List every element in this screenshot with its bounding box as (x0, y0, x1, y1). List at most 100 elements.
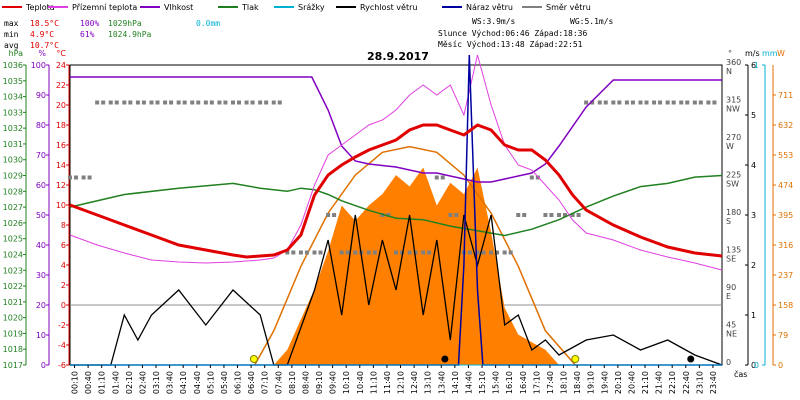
wind-direction-point (176, 100, 181, 105)
legend-label-2: Vlhkost (164, 3, 193, 12)
wind-direction-point (454, 213, 459, 217)
wind-direction-point (495, 250, 500, 255)
dir-axis-title: ° (728, 49, 732, 58)
wind-direction-point (617, 100, 622, 105)
x-tick-label-11: 05:40 (220, 371, 229, 394)
wind-direction-point (291, 250, 296, 255)
pct-tick-label-5: 50 (36, 211, 46, 220)
wind-direction-point (597, 100, 602, 105)
hpa-tick-label-11: 1025 (3, 235, 23, 244)
wind-direction-point (244, 100, 249, 105)
pct-tick-label-7: 30 (36, 271, 46, 280)
wind-direction-point (467, 250, 472, 255)
wind-direction-point (128, 100, 133, 105)
dir-tick-label-0: 360 (726, 58, 741, 67)
hpa-tick-label-10: 1026 (3, 219, 23, 228)
wind-direction-point (692, 100, 697, 105)
wind-direction-point (706, 100, 711, 105)
stat-max-press: 1029hPa (108, 19, 142, 28)
wind-direction-point (563, 213, 567, 217)
w-tick-label-9: 0 (778, 361, 783, 370)
temp-tick-label-11: 2 (61, 281, 66, 290)
wind-direction-point (298, 250, 303, 255)
x-tick-label-20: 10:10 (342, 371, 351, 394)
temp-tick-label-8: 8 (61, 221, 66, 230)
w-tick-label-3: 474 (778, 181, 793, 190)
wind-direction-point (427, 250, 432, 255)
wind-direction-point (671, 100, 676, 105)
wind-direction-point (95, 100, 100, 105)
ms-tick-label-2: 4 (751, 161, 756, 170)
dir-tick-label-6: 90 (726, 283, 736, 292)
temp-tick-label-4: 16 (56, 141, 66, 150)
x-tick-label-40: 20:10 (614, 371, 623, 394)
wind-direction-point (326, 213, 331, 217)
ms-axis-title: m/s (745, 49, 760, 58)
wind-direction-point (353, 250, 358, 255)
hpa-tick-label-17: 1019 (3, 329, 23, 338)
wind-direction-point (407, 250, 412, 255)
dir-tick-label-2: 270 (726, 133, 741, 142)
hpa-tick-label-7: 1029 (3, 172, 23, 181)
x-tick-label-41: 20:40 (627, 371, 636, 394)
stat-avg-temp: 10.7°C (30, 41, 59, 50)
x-tick-label-39: 19:40 (600, 371, 609, 394)
stat-wg: WG:5.1m/s (570, 17, 614, 26)
x-tick-label-25: 12:40 (410, 371, 419, 394)
wind-direction-point (250, 100, 255, 105)
x-tick-label-22: 11:10 (369, 371, 378, 394)
wind-direction-point (502, 250, 507, 255)
x-tick-label-7: 03:40 (166, 371, 175, 394)
wind-direction-point (114, 100, 119, 105)
dir-name-label-6: E (726, 292, 731, 301)
wind-direction-point (679, 100, 684, 105)
sunrise-marker (249, 355, 258, 363)
pct-tick-label-10: 0 (41, 361, 46, 370)
temp-tick-label-12: 0 (61, 301, 66, 310)
dir-name-label-3: SW (726, 180, 739, 189)
wind-direction-point (339, 250, 344, 255)
x-tick-label-30: 15:10 (478, 371, 487, 394)
wind-direction-point (489, 250, 494, 255)
hpa-tick-label-18: 1018 (3, 345, 23, 354)
wind-direction-point (196, 100, 201, 105)
pct-tick-label-8: 20 (36, 301, 46, 310)
x-tick-label-16: 08:10 (288, 371, 297, 394)
wind-direction-point (81, 175, 86, 180)
hpa-tick-label-12: 1024 (3, 250, 23, 259)
wind-direction-point (231, 100, 235, 105)
x-tick-label-12: 06:10 (234, 371, 243, 394)
hpa-tick-label-6: 1030 (3, 156, 23, 165)
wind-direction-point (223, 100, 228, 105)
wind-direction-point (163, 100, 168, 105)
x-tick-label-5: 02:40 (138, 371, 147, 394)
wind-direction-point (440, 175, 445, 180)
x-tick-label-0: 00:10 (71, 371, 80, 394)
wind-direction-point (685, 100, 690, 105)
stat-ws: WS:3.9m/s (472, 17, 516, 26)
stat-sun: Slunce Východ:06:46 Západ:18:36 (438, 29, 587, 38)
stat-min-temp: 4.9°C (30, 30, 54, 39)
temp-tick-label-7: 10 (56, 201, 66, 210)
pct-tick-label-2: 80 (36, 121, 46, 130)
hpa-axis-title: hPa (9, 49, 24, 58)
solar-radiation-area (70, 167, 722, 365)
x-tick-label-19: 09:40 (329, 371, 338, 394)
w-tick-label-7: 158 (778, 301, 793, 310)
legend-label-4: Srážky (298, 3, 325, 12)
x-tick-label-9: 04:40 (193, 371, 202, 394)
wind-direction-point (644, 100, 649, 105)
x-tick-label-26: 13:10 (424, 371, 433, 394)
wind-direction-point (624, 100, 629, 105)
daily-stats: max 18.5°C 100% 1029hPa 0.0mm min 4.9°C … (4, 17, 614, 50)
wind-direction-point (149, 100, 154, 105)
x-tick-label-37: 18:40 (573, 371, 582, 394)
x-tick-label-38: 19:10 (587, 371, 596, 394)
wind-direction-point (332, 213, 337, 217)
wind-direction-point (543, 213, 548, 217)
stat-max-hum: 100% (80, 19, 99, 28)
wind-direction-point (345, 250, 350, 255)
pct-tick-label-4: 60 (36, 181, 46, 190)
theoretical-radiation-line (254, 145, 576, 366)
